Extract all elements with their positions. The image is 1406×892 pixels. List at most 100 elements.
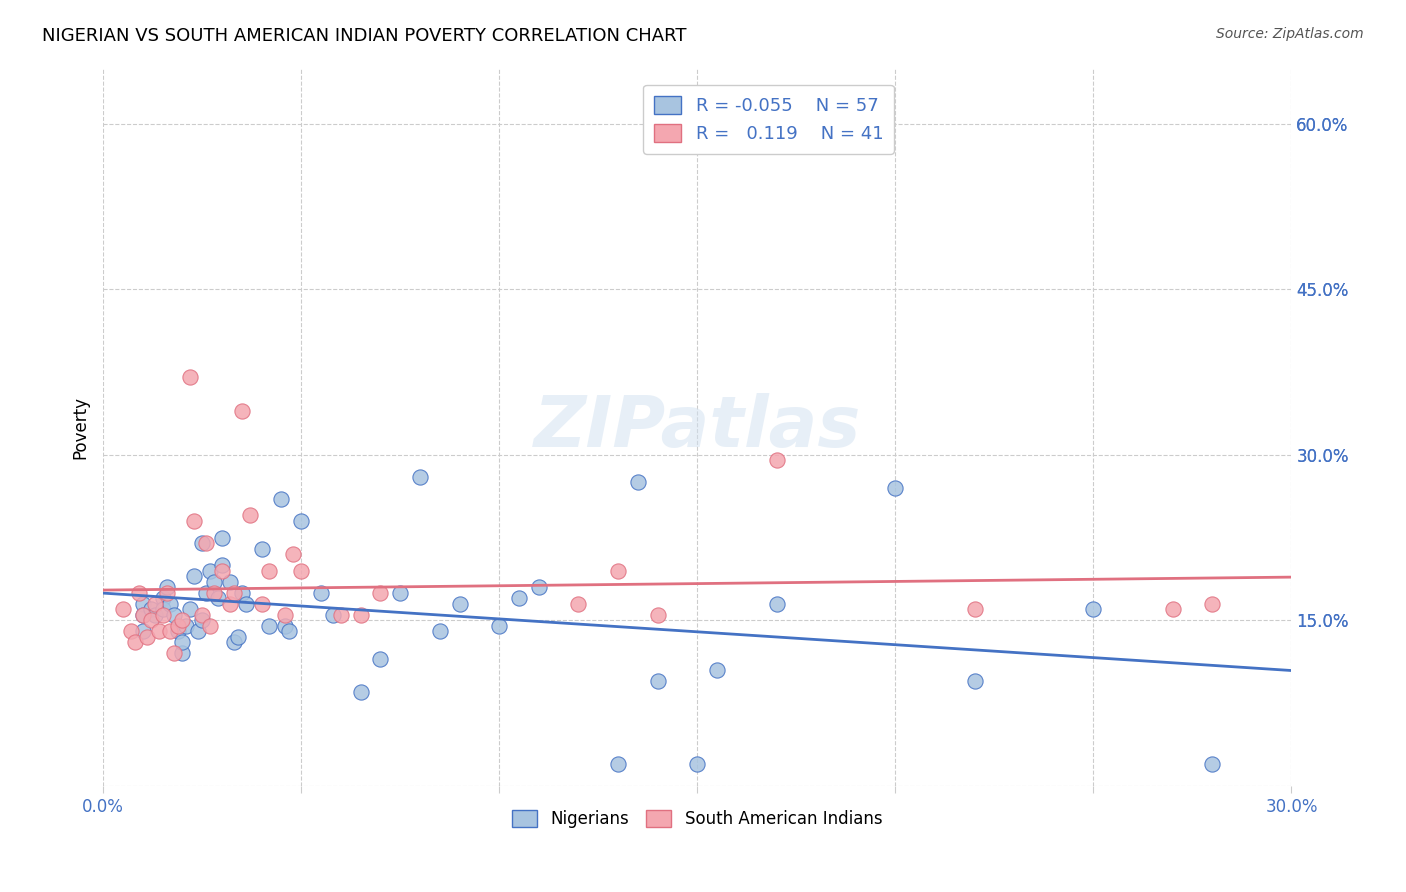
- Point: [349, 685, 371, 699]
- Point: [647, 673, 669, 688]
- Point: [143, 597, 166, 611]
- Point: [163, 607, 186, 622]
- Point: [239, 508, 262, 523]
- Point: [647, 607, 669, 622]
- Point: [765, 453, 787, 467]
- Point: [111, 602, 134, 616]
- Point: [250, 597, 273, 611]
- Point: [176, 619, 198, 633]
- Point: [219, 597, 242, 611]
- Point: [152, 602, 174, 616]
- Point: [283, 547, 305, 561]
- Point: [963, 602, 986, 616]
- Y-axis label: Poverty: Poverty: [72, 396, 89, 458]
- Point: [290, 514, 312, 528]
- Point: [250, 541, 273, 556]
- Point: [322, 607, 344, 622]
- Point: [167, 624, 190, 639]
- Point: [120, 624, 142, 639]
- Text: ZIPatlas: ZIPatlas: [534, 392, 860, 462]
- Point: [172, 635, 194, 649]
- Point: [627, 475, 650, 490]
- Point: [163, 646, 186, 660]
- Point: [370, 585, 392, 599]
- Point: [187, 624, 209, 639]
- Point: [135, 630, 157, 644]
- Point: [1201, 597, 1223, 611]
- Point: [152, 591, 174, 606]
- Legend: Nigerians, South American Indians: Nigerians, South American Indians: [506, 804, 889, 835]
- Point: [222, 585, 245, 599]
- Point: [211, 558, 233, 573]
- Point: [429, 624, 451, 639]
- Point: [148, 624, 170, 639]
- Text: Source: ZipAtlas.com: Source: ZipAtlas.com: [1216, 27, 1364, 41]
- Point: [607, 564, 630, 578]
- Point: [231, 403, 253, 417]
- Point: [198, 564, 221, 578]
- Point: [211, 564, 233, 578]
- Point: [183, 569, 205, 583]
- Point: [124, 635, 146, 649]
- Point: [155, 585, 177, 599]
- Point: [235, 597, 257, 611]
- Point: [527, 580, 550, 594]
- Point: [1161, 602, 1184, 616]
- Point: [270, 491, 292, 506]
- Point: [219, 574, 242, 589]
- Point: [179, 602, 201, 616]
- Point: [1083, 602, 1105, 616]
- Point: [207, 591, 229, 606]
- Text: NIGERIAN VS SOUTH AMERICAN INDIAN POVERTY CORRELATION CHART: NIGERIAN VS SOUTH AMERICAN INDIAN POVERT…: [42, 27, 686, 45]
- Point: [211, 531, 233, 545]
- Point: [309, 585, 332, 599]
- Point: [143, 607, 166, 622]
- Point: [963, 673, 986, 688]
- Point: [172, 613, 194, 627]
- Point: [139, 613, 162, 627]
- Point: [349, 607, 371, 622]
- Point: [195, 536, 218, 550]
- Point: [449, 597, 471, 611]
- Point: [706, 663, 728, 677]
- Point: [191, 536, 214, 550]
- Point: [278, 624, 301, 639]
- Point: [231, 585, 253, 599]
- Point: [159, 597, 181, 611]
- Point: [389, 585, 412, 599]
- Point: [1201, 756, 1223, 771]
- Point: [198, 619, 221, 633]
- Point: [226, 630, 249, 644]
- Point: [195, 585, 218, 599]
- Point: [567, 597, 589, 611]
- Point: [191, 607, 214, 622]
- Point: [155, 580, 177, 594]
- Point: [132, 624, 155, 639]
- Point: [884, 481, 907, 495]
- Point: [259, 564, 281, 578]
- Point: [202, 574, 225, 589]
- Point: [183, 514, 205, 528]
- Point: [222, 635, 245, 649]
- Point: [202, 585, 225, 599]
- Point: [259, 619, 281, 633]
- Point: [172, 646, 194, 660]
- Point: [132, 607, 155, 622]
- Point: [179, 370, 201, 384]
- Point: [409, 470, 432, 484]
- Point: [132, 597, 155, 611]
- Point: [167, 619, 190, 633]
- Point: [191, 613, 214, 627]
- Point: [128, 585, 150, 599]
- Point: [274, 619, 297, 633]
- Point: [290, 564, 312, 578]
- Point: [139, 602, 162, 616]
- Point: [508, 591, 530, 606]
- Point: [152, 607, 174, 622]
- Point: [159, 624, 181, 639]
- Point: [274, 607, 297, 622]
- Point: [329, 607, 352, 622]
- Point: [488, 619, 510, 633]
- Point: [765, 597, 787, 611]
- Point: [607, 756, 630, 771]
